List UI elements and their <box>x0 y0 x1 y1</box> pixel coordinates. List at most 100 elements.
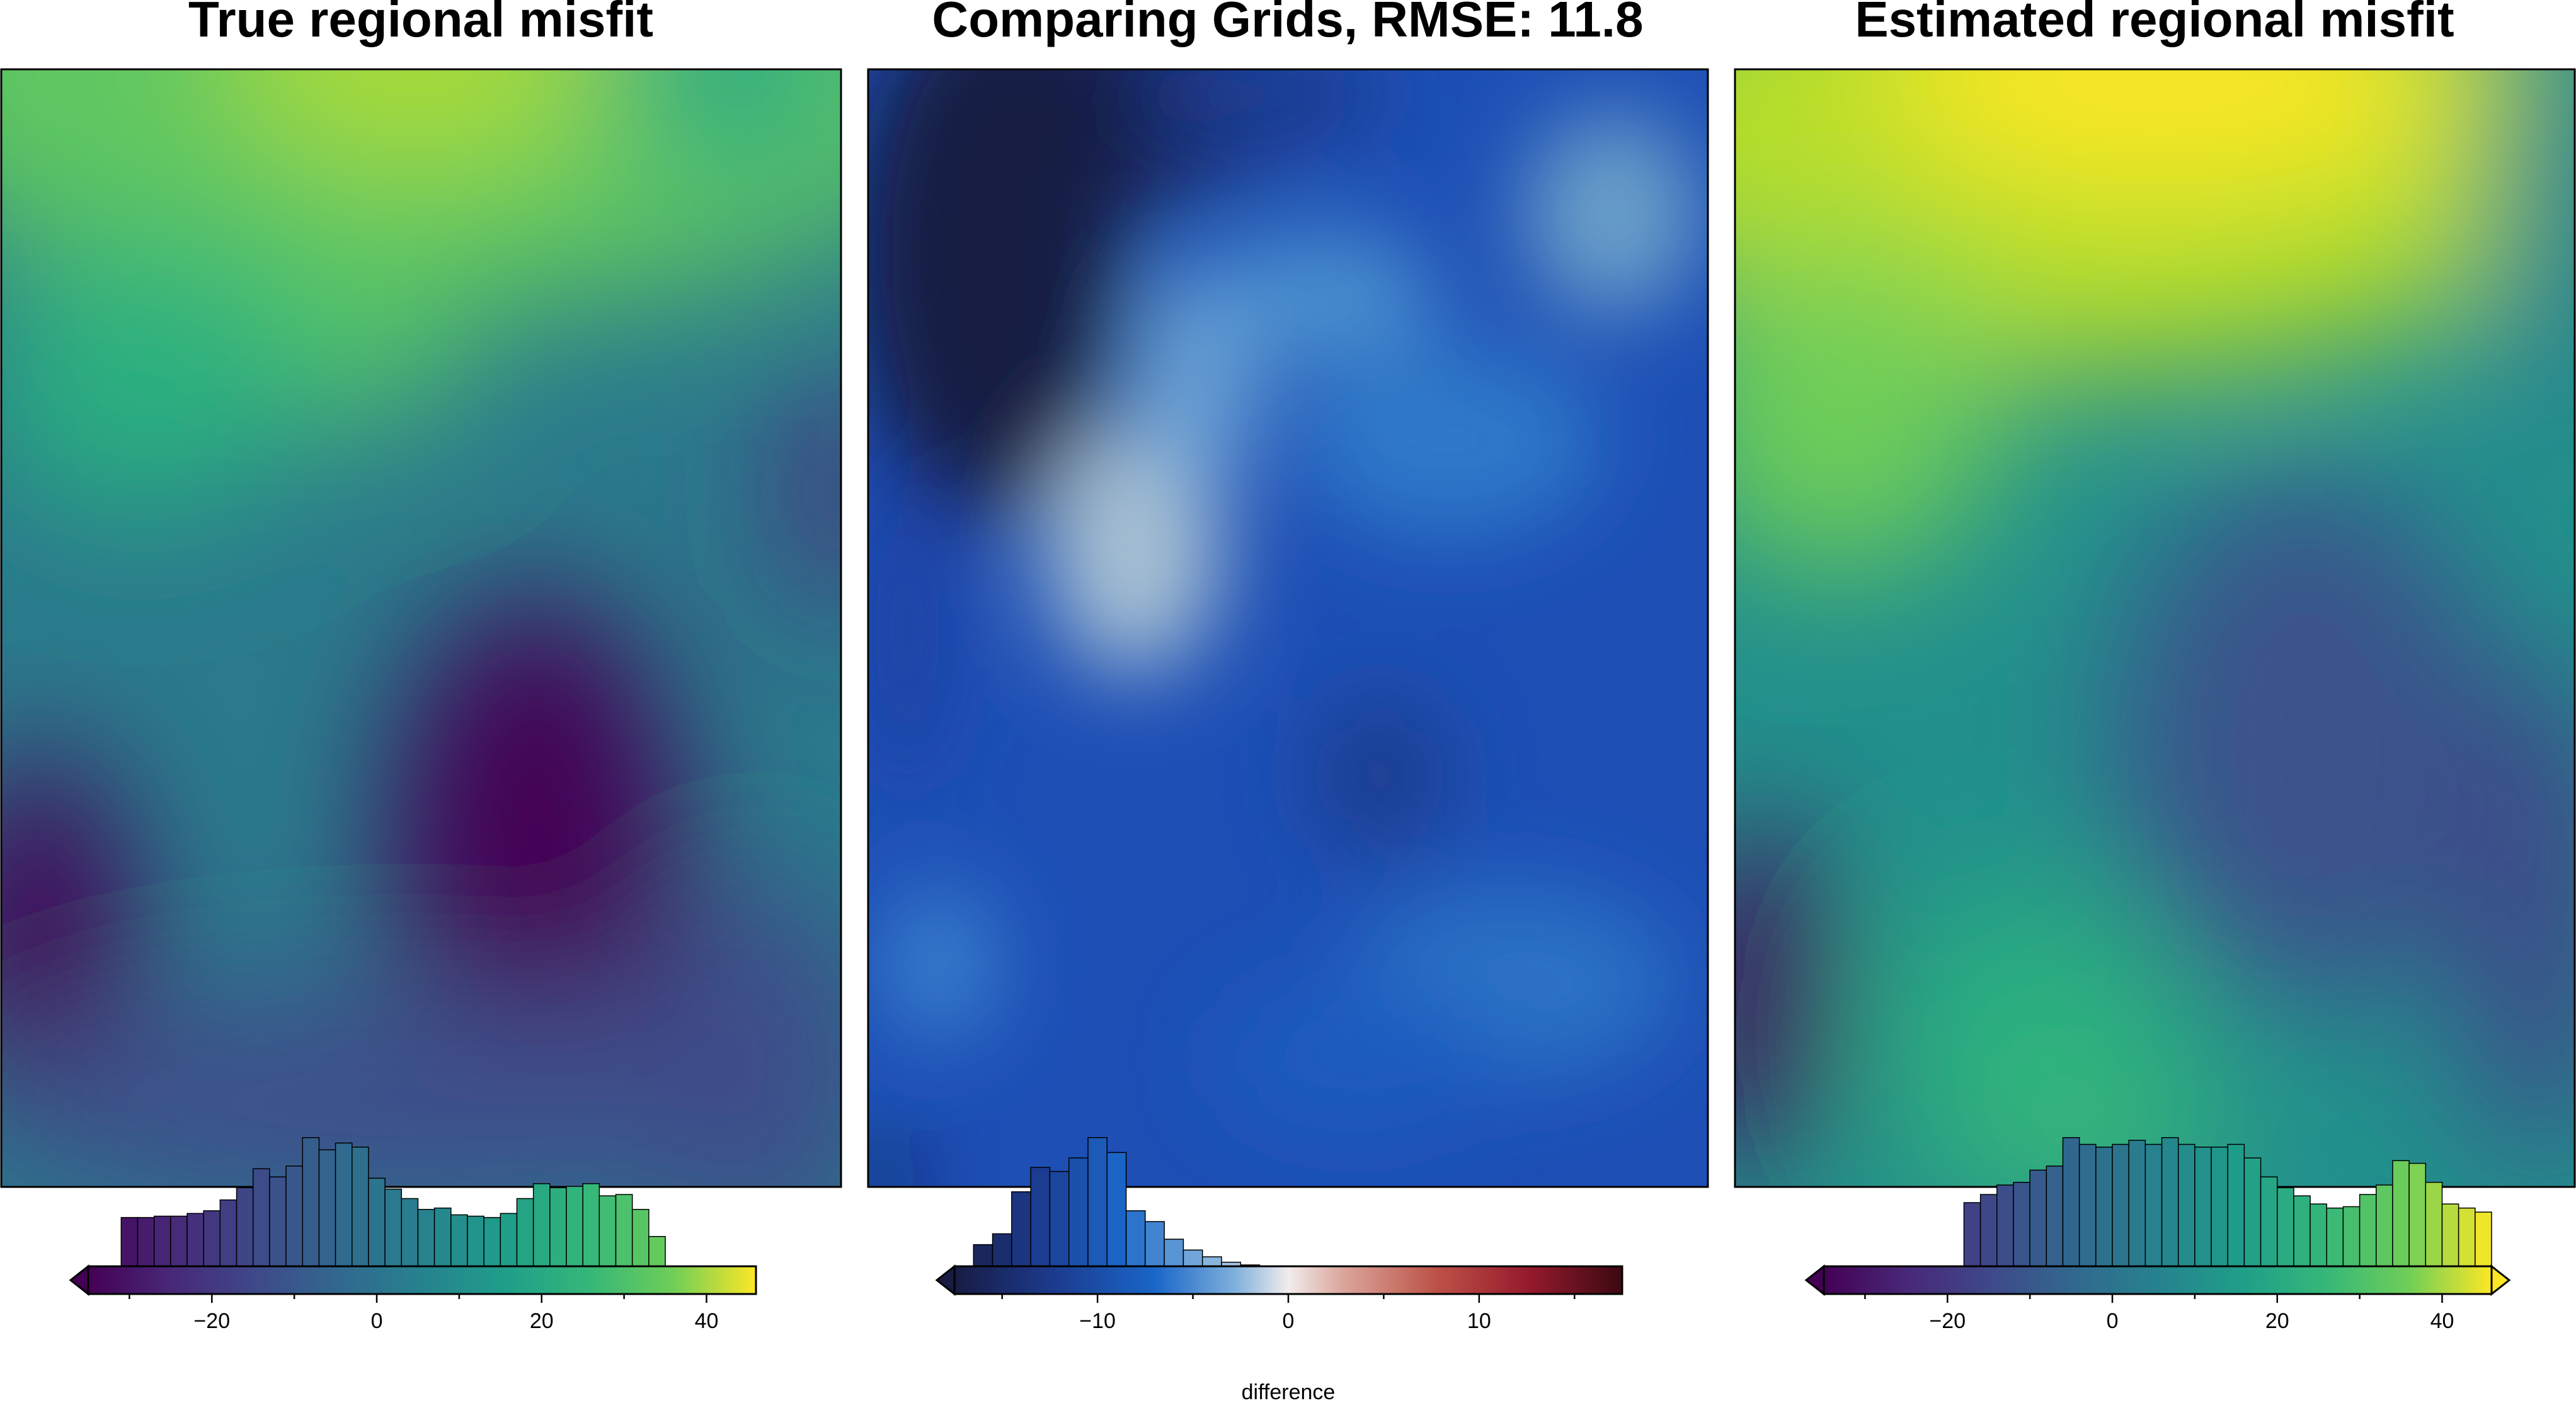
histogram-bar <box>1164 1239 1184 1267</box>
histogram-bar <box>170 1215 188 1267</box>
histogram-bar <box>252 1168 270 1267</box>
histogram-bar <box>1145 1221 1165 1267</box>
histogram-bar <box>302 1137 320 1267</box>
histogram <box>1963 1137 2492 1267</box>
histogram-bar <box>1030 1167 1051 1267</box>
histogram-bar <box>2376 1184 2393 1267</box>
colorbar-ticks: −20 0 20 40 <box>129 1294 718 1333</box>
histogram-bar <box>153 1215 171 1267</box>
histogram-bar <box>615 1194 633 1267</box>
histogram-bar <box>2144 1143 2163 1267</box>
histogram-bar <box>203 1210 221 1267</box>
histogram-bar <box>2326 1207 2344 1267</box>
heatmap-field <box>868 69 1708 1187</box>
histogram-bar <box>1963 1202 1981 1267</box>
histogram-bar <box>318 1149 336 1267</box>
histogram-bar <box>1068 1157 1089 1267</box>
histogram-bar <box>450 1214 468 1267</box>
histogram-bar <box>500 1213 518 1267</box>
colorbar-ticks: −20 0 20 40 <box>1864 1294 2454 1333</box>
panel-title: Comparing Grids, RMSE: 11.8 <box>932 0 1643 47</box>
histogram-bar <box>186 1213 204 1267</box>
histogram-bar <box>137 1217 155 1267</box>
colorbar-extend-min-triangle <box>935 1264 956 1297</box>
colorbar-gradient <box>953 1265 1623 1295</box>
histogram-bar <box>1087 1137 1108 1267</box>
colorbar: −20 0 20 40 <box>1804 1264 2511 1333</box>
histogram-bar <box>566 1186 583 1267</box>
histogram-bar <box>582 1183 600 1267</box>
colorbar-tick-label: −20 <box>193 1309 230 1333</box>
histogram-bar <box>2260 1176 2278 1267</box>
histogram-bar <box>2227 1143 2245 1267</box>
colorbar-tick-label: −10 <box>1079 1309 1116 1333</box>
histogram-bar <box>2277 1187 2294 1267</box>
histogram-bar <box>1979 1194 1998 1267</box>
colorbar-tick-label: 10 <box>1467 1309 1491 1333</box>
panel-title: True regional misfit <box>188 0 653 47</box>
histogram-bar <box>631 1208 650 1267</box>
histogram-bar <box>1201 1256 1222 1267</box>
histogram-bar <box>236 1187 254 1267</box>
colorbar-tick-label: −20 <box>1929 1309 1966 1333</box>
histogram-bar <box>598 1195 617 1267</box>
histogram-bar <box>2342 1206 2361 1267</box>
histogram-bar <box>384 1188 403 1267</box>
histogram-bar <box>1125 1210 1146 1267</box>
histogram-bar <box>417 1208 435 1267</box>
histogram-bar <box>335 1142 353 1267</box>
colorbar-extend-min-triangle <box>69 1264 89 1297</box>
histogram-bar <box>352 1147 369 1267</box>
colorbar-tick-label: 40 <box>695 1309 719 1333</box>
histogram-bar <box>532 1183 551 1267</box>
colorbar: −10 0 10 difference <box>935 1264 1623 1403</box>
histogram-bar <box>2046 1165 2064 1267</box>
histogram-bar <box>285 1165 303 1267</box>
histogram-bar <box>1049 1171 1070 1267</box>
histogram-bar <box>2458 1207 2476 1267</box>
colorbar-label: difference <box>1242 1380 1336 1403</box>
histogram-bar <box>2408 1162 2427 1267</box>
histogram-bar <box>2243 1157 2262 1267</box>
map-frame <box>867 68 1709 1188</box>
histogram <box>973 1137 1261 1267</box>
panel-estimated-regional-misfit: Estimated regional misfit −20 0 20 40 <box>1734 0 2576 1333</box>
colorbar-ticks: −10 0 10 <box>1001 1294 1576 1333</box>
colorbar-extend-max-triangle <box>2490 1264 2511 1297</box>
histogram-bar <box>648 1235 666 1267</box>
panel-comparing-grids: Comparing Grids, RMSE: 11.8 <box>867 0 1709 1403</box>
histogram-bar <box>401 1198 419 1267</box>
histogram-bar <box>2211 1147 2228 1267</box>
colorbar-tick-label: 20 <box>2265 1309 2289 1333</box>
histogram-bar <box>368 1177 386 1267</box>
histogram-bar <box>1106 1152 1127 1267</box>
map-frame <box>0 68 842 1188</box>
histogram <box>120 1137 666 1267</box>
colorbar-tick-label: 40 <box>2430 1309 2454 1333</box>
histogram-bar <box>483 1217 501 1267</box>
histogram-bar <box>2392 1160 2410 1267</box>
histogram-bar <box>549 1187 567 1267</box>
heatmap-field <box>1 69 841 1187</box>
histogram-bar <box>2161 1137 2179 1267</box>
histogram-bar <box>269 1176 287 1267</box>
colorbar-tick-label: 20 <box>530 1309 554 1333</box>
histogram-bar <box>2062 1137 2080 1267</box>
histogram-bar <box>992 1233 1012 1267</box>
histogram-bar <box>2310 1203 2328 1267</box>
histogram-bar <box>433 1207 452 1267</box>
colorbar-tick-label: 0 <box>2107 1309 2119 1333</box>
histogram-bar <box>120 1217 139 1267</box>
colorbar-gradient <box>1823 1265 2493 1295</box>
histogram-bar <box>2078 1143 2097 1267</box>
histogram-bar <box>2293 1195 2311 1267</box>
histogram-bar <box>1182 1249 1203 1267</box>
histogram-bar <box>2441 1203 2459 1267</box>
histogram-bar <box>2177 1143 2195 1267</box>
colorbar: −20 0 20 40 <box>69 1264 757 1333</box>
histogram-bar <box>2029 1169 2047 1267</box>
histogram-bar <box>516 1198 534 1267</box>
histogram-bar <box>2359 1194 2377 1267</box>
panel-true-regional-misfit: True regional misfit −20 0 20 40 <box>0 0 842 1333</box>
